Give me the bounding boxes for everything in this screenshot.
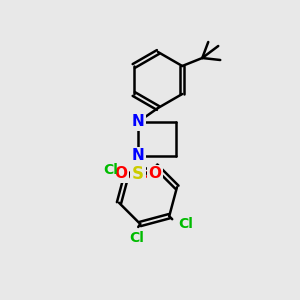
- Text: Cl: Cl: [178, 217, 193, 231]
- Text: N: N: [132, 148, 144, 164]
- Text: Cl: Cl: [103, 163, 118, 177]
- Text: N: N: [132, 115, 144, 130]
- Text: O: O: [148, 167, 161, 182]
- Text: Cl: Cl: [129, 231, 144, 245]
- Text: O: O: [115, 167, 128, 182]
- Text: S: S: [132, 165, 144, 183]
